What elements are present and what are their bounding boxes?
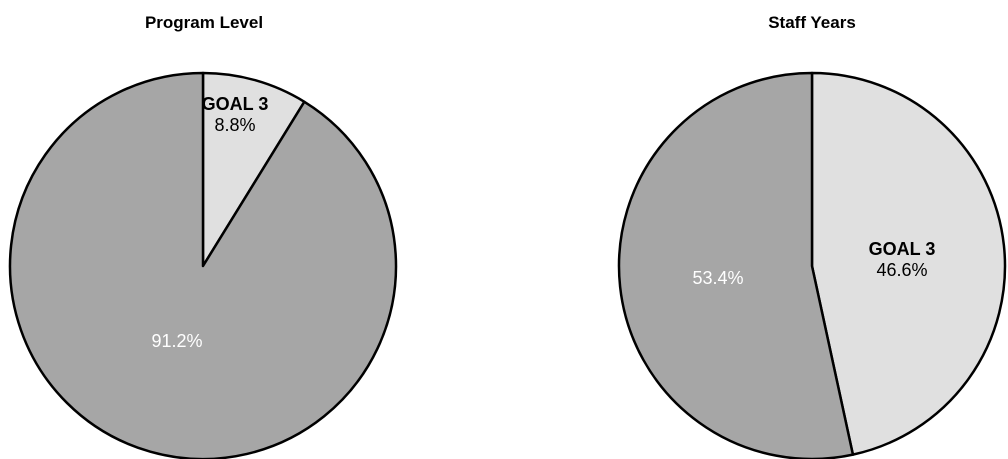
pie-1-slice-0-value: 46.6% (876, 260, 927, 280)
pie-1-slice-0-label: GOAL 3 (869, 239, 936, 259)
chart-title-staff-years: Staff Years (768, 13, 856, 32)
pie-0-slice-0-value: 8.8% (214, 115, 255, 135)
pie-1-slice-0 (810, 71, 1007, 456)
pie-1-slice-1 (617, 71, 855, 459)
pie-0-slice-0-label: GOAL 3 (202, 94, 269, 114)
pie-0-slice-1-value: 91.2% (151, 331, 202, 351)
pie-0-slice-1 (8, 71, 398, 459)
pie-0-slice-0 (201, 71, 306, 268)
pie-1-slice-1-value: 53.4% (692, 268, 743, 288)
chart-title-program-level: Program Level (144, 13, 264, 32)
